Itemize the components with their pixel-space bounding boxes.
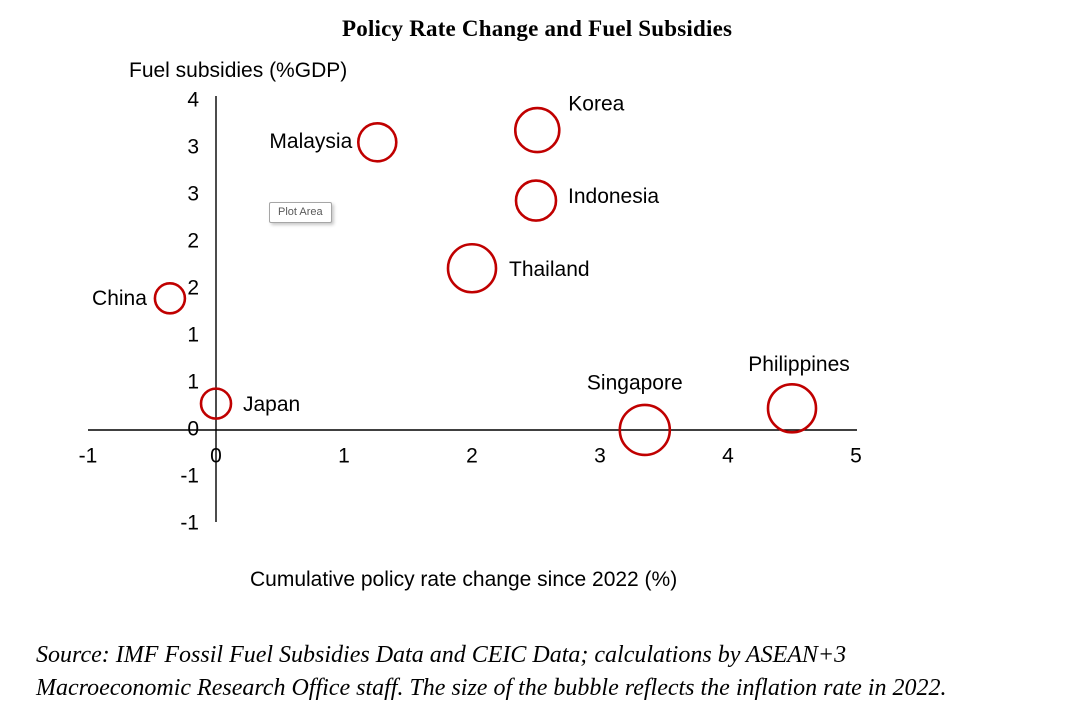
country-label-korea: Korea (568, 93, 624, 116)
x-axis-title: Cumulative policy rate change since 2022… (250, 568, 678, 591)
country-label-malaysia: Malaysia (269, 130, 352, 153)
x-tick-label: 5 (850, 445, 862, 468)
country-label-indonesia: Indonesia (568, 185, 659, 208)
y-tick-label: 1 (187, 324, 199, 347)
country-label-singapore: Singapore (587, 371, 683, 394)
bubble-japan[interactable] (199, 387, 233, 420)
y-axis-title: Fuel subsidies (%GDP) (129, 59, 348, 82)
source-line-1: Source: IMF Fossil Fuel Subsidies Data a… (36, 642, 847, 668)
x-tick-label: 4 (722, 445, 734, 468)
bubble-philippines[interactable] (766, 383, 818, 434)
y-tick-label: -1 (180, 465, 199, 488)
plot-area-tooltip: Plot Area (269, 202, 332, 223)
source-note: Source: IMF Fossil Fuel Subsidies Data a… (36, 639, 947, 705)
bubble-singapore[interactable] (618, 403, 672, 457)
y-tick-label: 2 (187, 230, 199, 253)
y-tick-label: 0 (187, 418, 199, 441)
x-tick-label: -1 (79, 445, 98, 468)
bubble-indonesia[interactable] (514, 179, 558, 222)
x-tick-label: 0 (210, 445, 222, 468)
bubble-thailand[interactable] (446, 242, 498, 294)
y-tick-label: 4 (187, 89, 199, 112)
plot-area[interactable]: 4 3 3 2 2 1 1 0 -1 -1 -1 0 1 2 3 4 5 China Japan Malaysia Ko… (0, 0, 1090, 630)
y-tick-label: 3 (187, 136, 199, 159)
bubble-china[interactable] (153, 282, 187, 315)
y-tick-label: 2 (187, 277, 199, 300)
y-tick-label: 3 (187, 183, 199, 206)
bubble-korea[interactable] (513, 106, 561, 154)
bubble-malaysia[interactable] (356, 122, 398, 163)
country-label-philippines: Philippines (748, 353, 850, 376)
x-tick-label: 1 (338, 445, 350, 468)
x-tick-label: 2 (466, 445, 478, 468)
country-label-china: China (92, 287, 147, 310)
y-tick-label: 1 (187, 371, 199, 394)
country-label-japan: Japan (243, 393, 300, 416)
country-label-thailand: Thailand (509, 258, 590, 281)
chart-title: Policy Rate Change and Fuel Subsidies (342, 16, 733, 41)
y-tick-label: -1 (180, 512, 199, 535)
x-tick-label: 3 (594, 445, 606, 468)
source-line-2: Macroeconomic Research Office staff. The… (36, 675, 947, 701)
